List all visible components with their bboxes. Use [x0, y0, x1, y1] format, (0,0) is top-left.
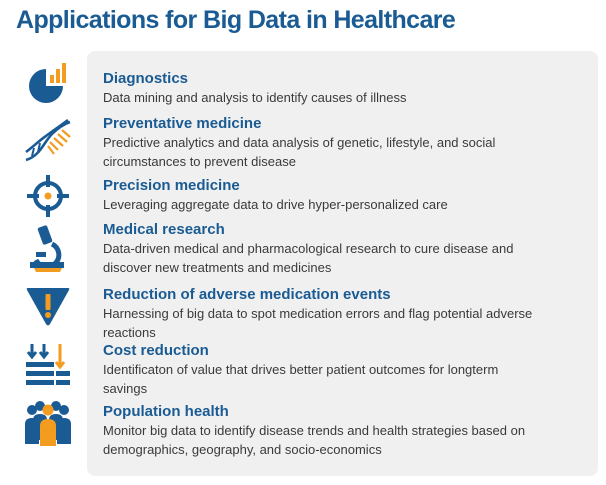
- item-heading: Reduction of adverse medication events: [103, 286, 391, 303]
- list-item-adverse-medication: Reduction of adverse medication events H…: [103, 286, 598, 342]
- item-heading: Medical research: [103, 221, 225, 238]
- item-heading: Diagnostics: [103, 70, 189, 87]
- list-item-diagnostics: Diagnostics Data mining and analysis to …: [103, 70, 598, 107]
- item-heading: Precision medicine: [103, 177, 240, 194]
- item-heading: Cost reduction: [103, 342, 209, 359]
- item-description: Data-driven medical and pharmacological …: [103, 241, 514, 275]
- content-panel: [87, 51, 598, 476]
- item-heading: Preventative medicine: [103, 115, 262, 132]
- list-item-preventative-medicine: Preventative medicine Predictive analyti…: [103, 115, 598, 171]
- microscope-icon: [22, 222, 74, 274]
- list-item-population-health: Population health Monitor big data to id…: [103, 403, 598, 459]
- item-description: Identificaton of value that drives bette…: [103, 362, 499, 396]
- list-item-cost-reduction: Cost reduction Identificaton of value th…: [103, 342, 598, 398]
- population-icon: [22, 398, 74, 450]
- warning-icon: [22, 280, 74, 332]
- dna-icon: [22, 116, 74, 168]
- pie-chart-icon: [22, 60, 74, 112]
- item-heading: Population health: [103, 403, 229, 420]
- item-description: Predictive analytics and data analysis o…: [103, 135, 496, 169]
- item-description: Monitor big data to identify disease tre…: [103, 423, 526, 457]
- cost-reduction-icon: [22, 340, 74, 392]
- item-description: Leveraging aggregate data to drive hyper…: [103, 197, 448, 212]
- page-title: Applications for Big Data in Healthcare: [16, 6, 456, 34]
- list-item-medical-research: Medical research Data-driven medical and…: [103, 221, 598, 277]
- item-description: Harnessing of big data to spot medicatio…: [103, 306, 533, 340]
- crosshair-icon: [22, 170, 74, 222]
- item-description: Data mining and analysis to identify cau…: [103, 90, 407, 105]
- list-item-precision-medicine: Precision medicine Leveraging aggregate …: [103, 177, 598, 214]
